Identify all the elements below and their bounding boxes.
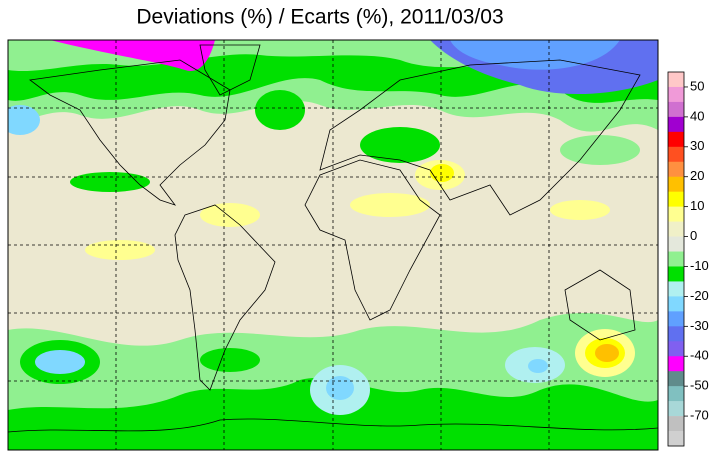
legend-swatch xyxy=(668,176,684,192)
contour-green xyxy=(70,172,150,192)
coastline xyxy=(304,159,441,321)
contour-light-yellow xyxy=(550,200,610,220)
legend-swatch xyxy=(668,72,684,88)
legend-swatch xyxy=(668,341,684,357)
coastline xyxy=(28,59,231,206)
legend-label: 50 xyxy=(690,78,704,93)
legend-swatch xyxy=(668,431,684,447)
contour-magenta xyxy=(50,40,215,71)
legend-swatch xyxy=(668,386,684,402)
legend-label: 20 xyxy=(690,168,704,183)
legend-swatch xyxy=(668,101,684,118)
title: Deviations (%) / Ecarts (%), 2011/03/03 xyxy=(136,6,503,29)
contour-cyan xyxy=(35,350,85,374)
contour-cyan xyxy=(528,359,548,373)
contour-cyan xyxy=(8,105,40,135)
legend-swatch xyxy=(668,191,684,207)
contour-green xyxy=(255,90,305,130)
contour-yellow xyxy=(430,164,454,182)
legend: 50 40 30 20 10 0 -10 -20 -30 -40 -50 -70 xyxy=(667,71,709,447)
coastline xyxy=(199,44,261,96)
coastline xyxy=(319,59,641,216)
graticule xyxy=(8,40,658,450)
map xyxy=(8,40,658,450)
coastline xyxy=(174,204,276,391)
legend-label: 40 xyxy=(690,108,704,123)
map-frame xyxy=(7,39,659,451)
legend-label: 30 xyxy=(690,138,704,153)
legend-swatch xyxy=(668,266,684,282)
contour-cyan xyxy=(326,376,354,400)
legend-swatch xyxy=(668,146,684,163)
contour-green xyxy=(360,127,440,163)
legend-swatch xyxy=(668,221,684,237)
legend-swatch xyxy=(668,356,684,372)
legend-swatch xyxy=(668,116,684,133)
legend-swatch xyxy=(668,161,684,178)
contour-light-blue xyxy=(450,40,620,70)
legend-label: 10 xyxy=(690,198,704,213)
contour-light-yellow xyxy=(85,240,155,260)
legend-swatch xyxy=(668,251,684,267)
legend-label: -50 xyxy=(690,378,709,393)
legend-label: -40 xyxy=(690,348,709,363)
legend-label: 0 xyxy=(690,228,697,243)
legend-swatch xyxy=(668,371,684,387)
legend-swatch xyxy=(668,206,684,222)
legend-swatch xyxy=(668,86,684,103)
legend-swatch xyxy=(668,401,684,417)
coastline xyxy=(8,418,658,433)
legend-swatch xyxy=(668,311,684,327)
coastline xyxy=(564,269,636,341)
legend-swatch xyxy=(668,281,684,297)
legend-swatch xyxy=(668,296,684,312)
contour-light-green xyxy=(560,135,640,165)
contour-green xyxy=(200,348,260,372)
contour-light-yellow xyxy=(200,203,260,227)
legend-label: -10 xyxy=(690,258,709,273)
legend-swatch xyxy=(668,236,684,252)
legend-label: -30 xyxy=(690,318,709,333)
legend-swatch xyxy=(668,416,684,432)
contour-light-yellow xyxy=(350,193,430,217)
legend-frame xyxy=(667,71,685,447)
legend-label: -20 xyxy=(690,288,709,303)
legend-swatch xyxy=(668,326,684,342)
contour-orange xyxy=(595,344,619,362)
legend-swatch xyxy=(668,131,684,148)
legend-label: -70 xyxy=(690,408,709,423)
